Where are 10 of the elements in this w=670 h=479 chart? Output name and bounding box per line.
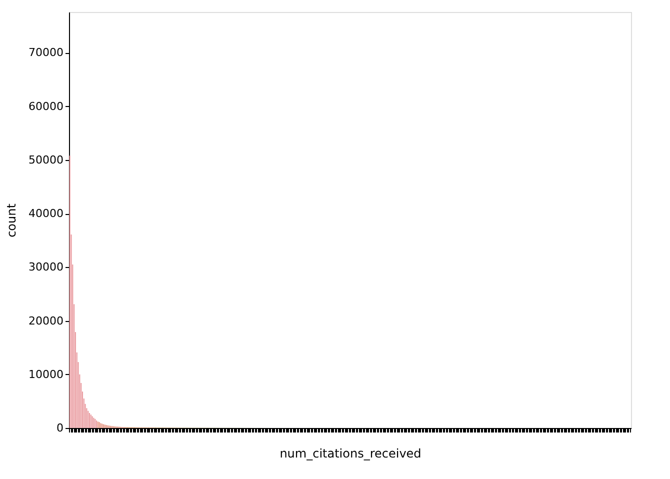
y-tick-label: 0 bbox=[56, 422, 64, 434]
y-tick-label: 20000 bbox=[28, 314, 64, 328]
y-tick-label: 50000 bbox=[28, 153, 64, 166]
y-tick-label: 60000 bbox=[28, 100, 64, 113]
y-tick-label: 10000 bbox=[28, 368, 64, 381]
y-tick-label: 40000 bbox=[28, 207, 64, 220]
x-axis-title: num_citations_received bbox=[280, 446, 422, 460]
y-tick-label: 30000 bbox=[28, 260, 64, 274]
y-axis-title: count bbox=[4, 203, 19, 238]
y-tick-label: 70000 bbox=[28, 46, 64, 60]
